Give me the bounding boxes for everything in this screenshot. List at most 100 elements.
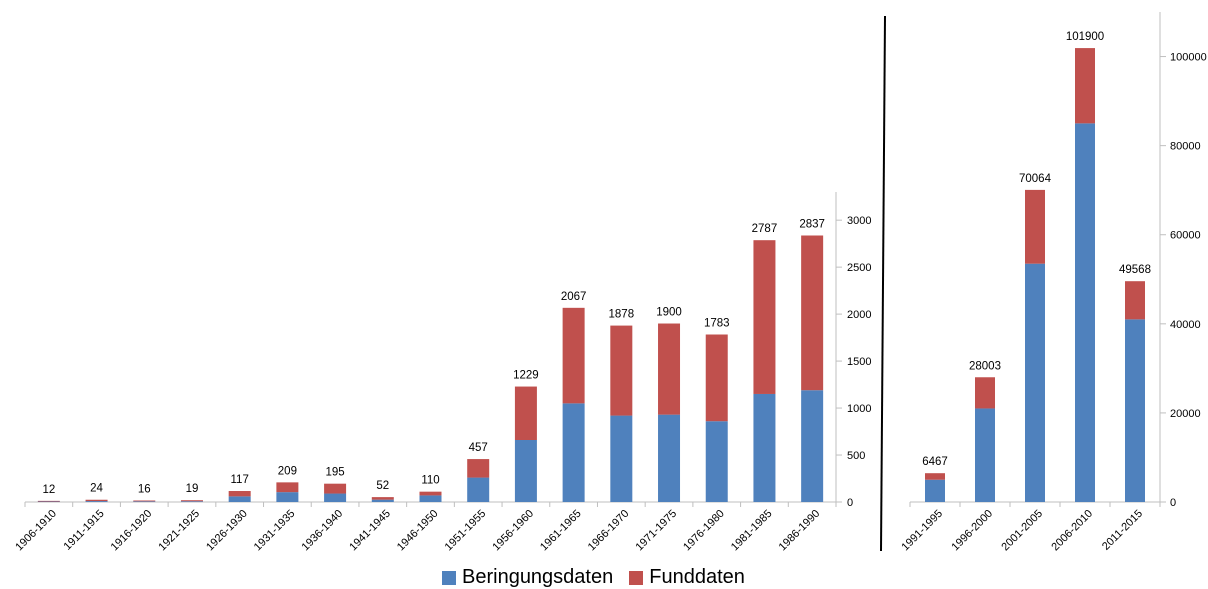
data-label-total: 1900 [656, 307, 682, 319]
x-tick-label: 2006-2010 [1049, 508, 1095, 554]
y-tick-label: 500 [847, 450, 865, 462]
bar-segment-funddaten [419, 491, 442, 496]
x-tick-label: 1996-2000 [949, 508, 995, 554]
x-tick-label: 1911-1915 [62, 508, 107, 553]
bar-segment-beringungsdaten [371, 499, 394, 502]
bar-segment-beringungsdaten [705, 421, 728, 502]
y-tick-label: 60000 [1170, 230, 1201, 242]
data-label-total: 6467 [922, 456, 948, 468]
y-tick-label: 2500 [847, 262, 871, 274]
bar-segment-funddaten [180, 500, 203, 502]
data-label-total: 209 [278, 465, 297, 477]
x-tick-label: 1956-1960 [490, 508, 536, 554]
x-tick-label: 1931-1935 [252, 508, 298, 554]
bar-segment-funddaten [37, 500, 60, 502]
bar-segment-beringungsdaten [801, 390, 824, 502]
bar-segment-beringungsdaten [467, 477, 490, 502]
y-tick-label: 2000 [847, 309, 871, 321]
bar-segment-funddaten [705, 334, 728, 422]
data-label-total: 101900 [1066, 31, 1104, 43]
bar-segment-funddaten [371, 497, 394, 500]
bar-segment-funddaten [975, 377, 995, 409]
bar-segment-beringungsdaten [180, 501, 203, 502]
bar-segment-funddaten [228, 491, 251, 497]
axis-break-line [880, 15, 886, 552]
bar-segment-funddaten [801, 235, 824, 391]
y-tick-label: 3000 [847, 215, 871, 227]
bar-segment-funddaten [467, 459, 490, 478]
legend-item-beringungsdaten: Beringungsdaten [442, 566, 613, 589]
bar-segment-beringungsdaten [1025, 263, 1045, 502]
bar-segment-funddaten [925, 473, 945, 480]
data-label-total: 457 [469, 442, 488, 454]
x-tick-label: 1966-1970 [586, 508, 632, 554]
y-tick-label: 1500 [847, 356, 871, 368]
data-label-total: 195 [325, 467, 344, 479]
bar-segment-beringungsdaten [324, 493, 347, 502]
bar-segment-beringungsdaten [658, 414, 681, 502]
bar-segment-funddaten [658, 323, 681, 415]
bar-segment-funddaten [85, 499, 108, 502]
bar-segment-beringungsdaten [925, 479, 945, 502]
legend: Beringungsdaten Funddaten [442, 566, 761, 589]
bar-segment-funddaten [276, 482, 299, 493]
bar-segment-funddaten [133, 500, 156, 502]
data-label-total: 110 [421, 475, 439, 487]
bar-segment-funddaten [1025, 189, 1045, 264]
y-tick-label: 80000 [1170, 141, 1201, 153]
y-tick-label: 0 [1170, 497, 1176, 509]
y-tick-label: 40000 [1170, 319, 1201, 331]
data-label-total: 117 [231, 474, 249, 486]
bar-segment-beringungsdaten [562, 403, 585, 502]
legend-label-funddaten: Funddaten [649, 566, 745, 588]
bar-segment-beringungsdaten [753, 393, 776, 502]
bar-segment-beringungsdaten [228, 496, 251, 502]
legend-swatch-beringungsdaten [442, 570, 456, 585]
data-label-total: 16 [138, 483, 151, 495]
data-label-total: 12 [42, 484, 55, 496]
data-label-total: 70064 [1019, 173, 1052, 185]
data-label-total: 2837 [799, 218, 825, 230]
data-label-total: 19 [186, 483, 199, 495]
y-tick-label: 1000 [847, 403, 871, 415]
bar-segment-beringungsdaten [610, 415, 633, 502]
bar-segment-funddaten [1075, 48, 1095, 124]
y-tick-label: 20000 [1170, 408, 1201, 420]
bar-segment-beringungsdaten [1125, 319, 1145, 502]
data-label-total: 1783 [704, 318, 730, 330]
bar-segment-beringungsdaten [133, 501, 156, 502]
data-label-total: 24 [90, 483, 103, 495]
data-label-total: 2787 [752, 223, 778, 235]
data-label-total: 49568 [1119, 264, 1151, 276]
bar-segment-funddaten [1125, 281, 1145, 320]
bar-segment-beringungsdaten [1075, 123, 1095, 502]
bar-segment-beringungsdaten [419, 495, 442, 502]
x-tick-label: 1936-1940 [300, 508, 346, 554]
bar-segment-beringungsdaten [85, 501, 108, 502]
x-tick-label: 1921-1925 [156, 508, 202, 554]
x-tick-label: 1946-1950 [395, 508, 441, 554]
x-tick-label: 1981-1985 [729, 508, 775, 554]
x-tick-label: 1951-1955 [443, 508, 489, 554]
x-tick-label: 1961-1965 [538, 508, 584, 554]
y-tick-label: 0 [847, 497, 853, 509]
bar-segment-beringungsdaten [975, 408, 995, 502]
bar-segment-funddaten [324, 483, 347, 494]
x-tick-label: 1906-1910 [13, 508, 59, 554]
data-label-total: 1229 [513, 370, 539, 382]
x-tick-label: 1986-1990 [777, 508, 823, 554]
bar-segment-beringungsdaten [276, 492, 299, 502]
legend-swatch-funddaten [629, 570, 644, 585]
x-tick-label: 1971-1975 [633, 508, 679, 554]
bar-segment-funddaten [610, 325, 633, 416]
x-tick-label: 1916-1920 [109, 508, 155, 554]
x-tick-label: 2011-2015 [1100, 508, 1145, 553]
data-label-total: 1878 [609, 309, 635, 321]
x-tick-label: 1991-1995 [899, 508, 945, 554]
bar-segment-funddaten [753, 240, 776, 394]
x-tick-label: 1976-1980 [681, 508, 727, 554]
legend-item-funddaten: Funddaten [629, 566, 745, 589]
bar-segment-beringungsdaten [514, 440, 537, 502]
data-label-total: 52 [376, 480, 389, 492]
